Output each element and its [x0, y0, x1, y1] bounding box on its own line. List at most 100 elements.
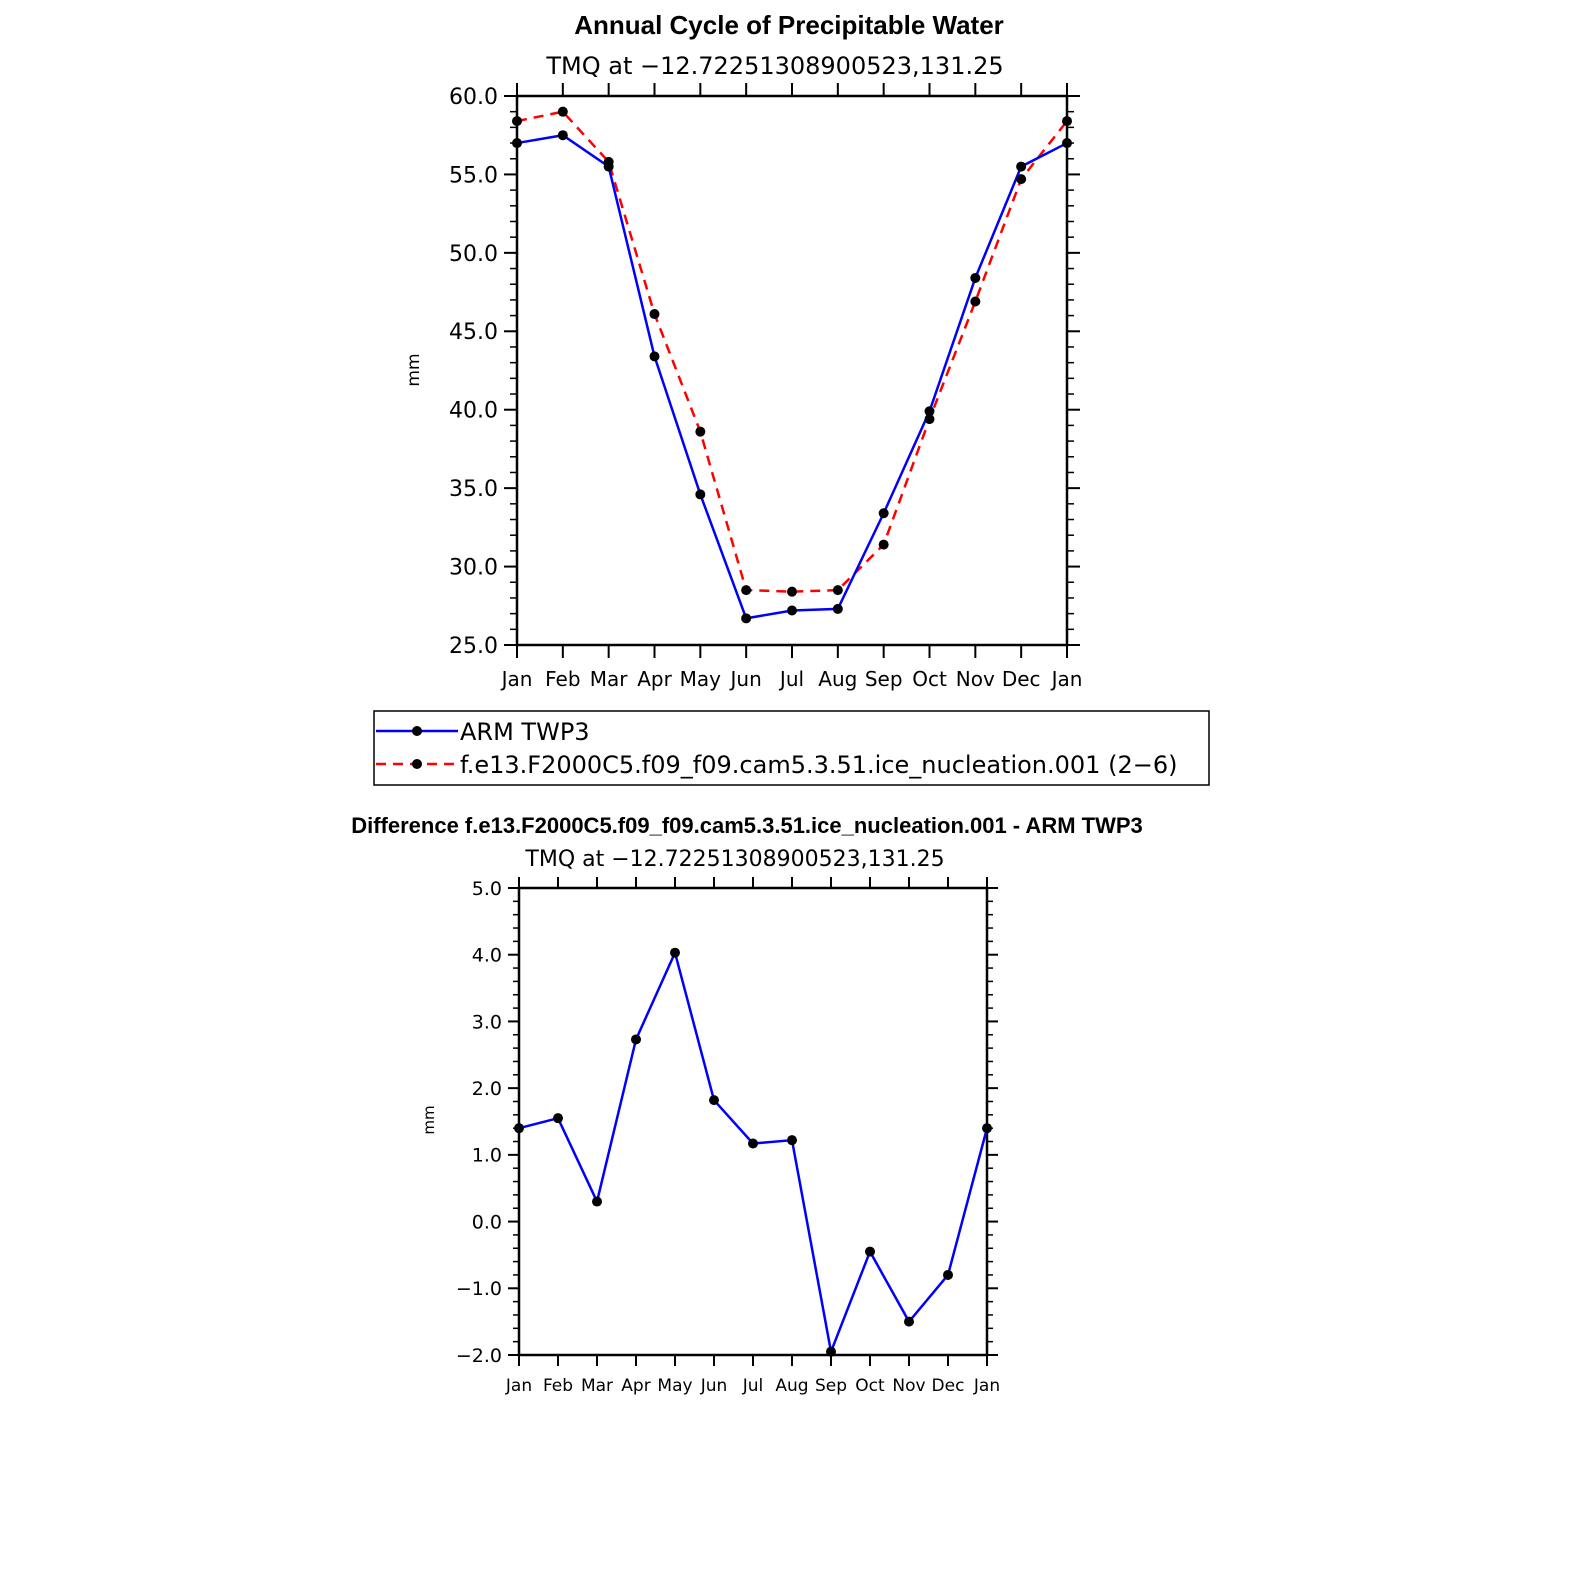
data-point	[695, 489, 706, 500]
x-tick-label: Apr	[637, 667, 672, 691]
y-tick-label: 30.0	[449, 555, 498, 580]
x-tick-label: Dec	[932, 1376, 965, 1396]
data-point	[649, 309, 660, 320]
data-point	[878, 508, 889, 519]
x-tick-label: Sep	[815, 1376, 847, 1396]
y-tick-label: 35.0	[449, 477, 498, 502]
data-point	[631, 1034, 641, 1045]
annual-cycle-panel: Annual Cycle of Precipitable Water TMQ a…	[373, 10, 1210, 786]
data-point	[748, 1138, 758, 1149]
panel1-ylabel: mm	[404, 353, 424, 386]
data-point	[649, 351, 660, 362]
data-point	[970, 272, 981, 283]
panel1-title: Annual Cycle of Precipitable Water	[574, 10, 1004, 40]
data-point	[741, 585, 752, 596]
x-tick-label: Jun	[729, 667, 762, 691]
panel2-subtitle: TMQ at −12.72251308900523,131.25	[524, 847, 944, 872]
data-point	[553, 1113, 563, 1124]
x-tick-label: Jul	[742, 1376, 764, 1396]
data-point	[512, 116, 522, 127]
data-point	[514, 1123, 524, 1134]
x-tick-label: Jan	[500, 667, 533, 691]
data-point	[826, 1346, 836, 1357]
data-point	[1016, 161, 1027, 172]
legend-marker-model	[412, 759, 422, 769]
panel1-ticks: Jan Feb Mar Apr May Jun Jul Aug Sep Oct Nov Dec Jan2…	[449, 83, 1082, 691]
data-point	[982, 1123, 992, 1134]
data-point	[741, 613, 752, 624]
x-tick-label: Jan	[973, 1376, 1000, 1396]
y-tick-label: 1.0	[472, 1145, 502, 1167]
legend-marker-arm	[412, 726, 422, 736]
y-tick-label: 4.0	[472, 945, 502, 967]
panel2-plot-frame	[517, 886, 989, 1357]
data-point	[695, 426, 706, 437]
data-point	[904, 1316, 914, 1327]
legend-label-model: f.e13.F2000C5.f09_f09.cam5.3.51.ice_nucl…	[460, 751, 1177, 779]
x-tick-label: May	[657, 1376, 692, 1396]
data-point	[924, 414, 935, 425]
x-tick-label: Jan	[505, 1376, 532, 1396]
data-point	[832, 603, 843, 614]
x-tick-label: Aug	[818, 667, 857, 691]
data-point	[512, 138, 522, 149]
y-tick-label: 25.0	[449, 634, 498, 659]
x-tick-label: Feb	[545, 667, 580, 691]
y-tick-label: 50.0	[449, 242, 498, 267]
x-tick-label: Aug	[775, 1376, 808, 1396]
y-tick-label: 45.0	[449, 320, 498, 345]
y-tick-label: −2.0	[456, 1345, 502, 1367]
x-tick-label: Jul	[778, 667, 804, 691]
x-tick-label: Jun	[700, 1376, 728, 1396]
x-tick-label: Apr	[621, 1376, 650, 1396]
panel1-subtitle: TMQ at −12.72251308900523,131.25	[545, 52, 1003, 80]
series-line	[516, 133, 1068, 620]
data-point	[787, 1135, 797, 1146]
data-point	[943, 1269, 953, 1280]
panel2-series	[514, 947, 992, 1357]
x-tick-label: Oct	[855, 1376, 885, 1396]
series-line	[516, 110, 1068, 593]
x-tick-label: Dec	[1002, 667, 1041, 691]
x-tick-label: Nov	[892, 1376, 925, 1396]
data-point	[709, 1095, 719, 1106]
x-tick-label: Sep	[865, 667, 903, 691]
panel1-series	[512, 106, 1072, 624]
data-point	[1062, 116, 1072, 127]
x-tick-label: Oct	[912, 667, 947, 691]
data-point	[592, 1196, 602, 1207]
data-point	[557, 106, 568, 117]
legend-label-arm: ARM TWP3	[460, 718, 590, 746]
panel2-title: Difference f.e13.F2000C5.f09_f09.cam5.3.…	[351, 813, 1143, 838]
panel2-ylabel: mm	[420, 1105, 438, 1134]
data-point	[603, 156, 614, 167]
legend-box	[373, 710, 1210, 786]
data-point	[670, 947, 680, 958]
data-point	[787, 586, 797, 597]
x-tick-label: Feb	[543, 1376, 573, 1396]
panel1-plot-frame	[515, 94, 1069, 647]
data-point	[787, 605, 797, 616]
x-tick-label: May	[680, 667, 722, 691]
data-point	[557, 130, 568, 141]
y-tick-label: 3.0	[472, 1011, 502, 1033]
data-point	[832, 585, 843, 596]
difference-panel: Difference f.e13.F2000C5.f09_f09.cam5.3.…	[351, 813, 1143, 1396]
data-point	[1016, 174, 1027, 185]
data-point	[865, 1246, 875, 1257]
data-point	[924, 406, 935, 417]
y-tick-label: 0.0	[472, 1211, 502, 1233]
y-tick-label: 2.0	[472, 1078, 502, 1100]
x-tick-label: Nov	[956, 667, 995, 691]
x-tick-label: Jan	[1050, 667, 1083, 691]
x-tick-label: Mar	[590, 667, 629, 691]
y-tick-label: 60.0	[449, 85, 498, 110]
x-tick-label: Mar	[581, 1376, 613, 1396]
panel2-ticks: Jan Feb Mar Apr May Jun Jul Aug Sep Oct Nov Dec Jan−…	[456, 877, 1000, 1396]
y-tick-label: −1.0	[456, 1278, 502, 1300]
series-line	[518, 948, 989, 1357]
data-point	[1062, 138, 1072, 149]
data-point	[970, 296, 981, 307]
y-tick-label: 55.0	[449, 163, 498, 188]
